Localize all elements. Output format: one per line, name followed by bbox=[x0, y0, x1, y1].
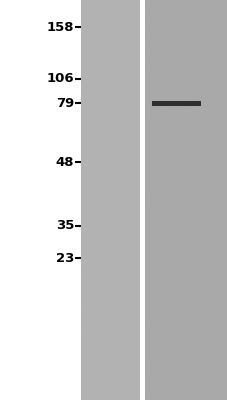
Bar bbox=[141, 0, 144, 400]
Text: 158: 158 bbox=[46, 21, 74, 34]
Bar bbox=[144, 0, 227, 400]
Text: 48: 48 bbox=[55, 156, 74, 168]
Bar bbox=[81, 0, 140, 400]
Text: 79: 79 bbox=[56, 97, 74, 110]
Text: 35: 35 bbox=[55, 220, 74, 232]
Text: 106: 106 bbox=[46, 72, 74, 85]
Bar bbox=[151, 101, 200, 106]
Text: 23: 23 bbox=[55, 252, 74, 264]
